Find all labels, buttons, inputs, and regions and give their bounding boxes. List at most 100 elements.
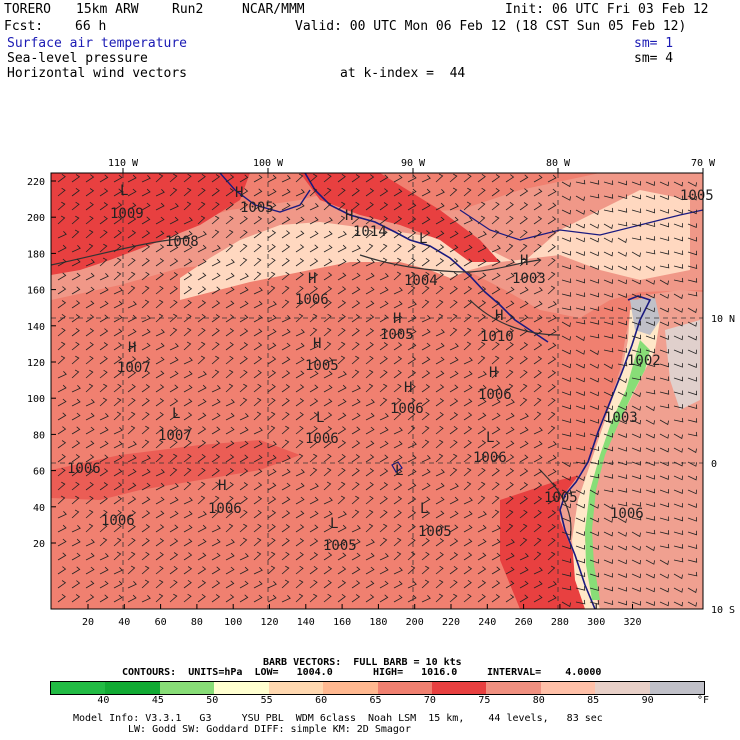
wind-barb (323, 552, 333, 561)
wind-barb (631, 194, 642, 200)
wind-barb (295, 579, 304, 589)
wind-barb (421, 524, 431, 533)
wind-barb (379, 300, 389, 309)
wind-barb (253, 257, 262, 267)
wind-barb (239, 495, 248, 505)
wind-barb (407, 216, 417, 225)
wind-barb (57, 327, 66, 337)
wind-barb (281, 230, 291, 239)
wind-barb (421, 188, 431, 197)
wind-barb (687, 291, 698, 297)
wind-barb (225, 341, 234, 351)
wind-barb (547, 565, 556, 575)
wind-barb (281, 455, 291, 463)
wind-barb (533, 567, 543, 575)
wind-barb (463, 481, 472, 491)
wind-barb (183, 453, 192, 463)
wind-barb (337, 300, 347, 309)
wind-barb (449, 538, 459, 547)
wind-barb (239, 286, 249, 295)
wind-barb (225, 440, 235, 449)
wind-barb (127, 202, 137, 211)
wind-barb (99, 413, 109, 421)
wind-barb (141, 384, 151, 393)
wind-barb (337, 426, 347, 435)
wind-barb (211, 481, 220, 491)
wind-barb (127, 425, 136, 435)
wind-barb (687, 601, 697, 607)
wind-barb (169, 538, 179, 547)
wind-barb (225, 580, 235, 589)
wind-barb (379, 553, 389, 561)
wind-barb (631, 181, 641, 186)
colorbar-swatch (323, 682, 378, 694)
wind-barb (211, 426, 221, 435)
wind-barb (169, 313, 178, 323)
wind-barb (183, 173, 192, 183)
wind-barb (617, 180, 628, 186)
wind-barb (155, 538, 165, 547)
wind-barb (141, 425, 150, 435)
wind-barb (169, 439, 178, 449)
wind-barb (519, 482, 529, 491)
barb-vectors-label: BARB VECTORS: FULL BARB = 10 kts (263, 657, 462, 668)
wind-barb (631, 405, 641, 411)
wind-barb (477, 524, 487, 533)
wind-barb (323, 230, 333, 239)
wind-barb (211, 369, 220, 379)
wind-barb (631, 545, 641, 551)
wind-barb (295, 329, 305, 337)
wind-barb (421, 537, 430, 547)
wind-barb (505, 215, 514, 225)
colorbar-tick-label: 85 (587, 695, 600, 706)
wind-barb (337, 593, 346, 603)
wind-barb (449, 510, 459, 519)
wind-barb (519, 413, 529, 421)
wind-barb (673, 250, 684, 256)
wind-barb (673, 503, 683, 508)
wind-barb (351, 369, 360, 379)
wind-barb (267, 454, 277, 463)
wind-barb (127, 383, 136, 393)
wind-barb (659, 419, 669, 426)
wind-barb (589, 279, 599, 284)
wind-barb (561, 391, 571, 396)
wind-barb (239, 383, 248, 393)
colorbar-tick-label: 80 (532, 695, 545, 706)
wind-barb (687, 517, 697, 522)
wind-barb (505, 539, 515, 547)
wind-barb (337, 453, 346, 463)
wind-barb (295, 469, 305, 477)
wind-barb (295, 482, 305, 491)
wind-barb (337, 286, 347, 295)
isobar-value-label: 1005 (380, 327, 414, 343)
wind-barb (113, 537, 122, 547)
wind-barb (295, 524, 305, 533)
wind-barb (659, 530, 670, 535)
wind-barb (239, 229, 248, 239)
wind-barb (477, 538, 487, 547)
wind-barb (365, 174, 375, 183)
wind-barb (505, 300, 515, 309)
wind-barb (239, 215, 248, 225)
wind-barb (211, 580, 221, 589)
wind-barb (197, 593, 206, 603)
wind-barb (393, 174, 403, 183)
wind-barb (673, 209, 683, 214)
wind-barb (673, 557, 684, 563)
wind-barb (491, 341, 500, 351)
wind-barb (71, 385, 81, 393)
wind-barb (393, 397, 402, 407)
wind-barb (323, 272, 333, 281)
field-wind-vectors: Horizontal wind vectors (7, 66, 188, 81)
wind-barb (57, 538, 67, 547)
wind-barb (127, 328, 137, 337)
wind-barb (603, 223, 613, 230)
wind-barb (519, 495, 528, 505)
wind-barb (505, 229, 514, 239)
x-tick-label: 140 (297, 617, 315, 628)
wind-barb (659, 335, 669, 340)
wind-barb (505, 509, 514, 519)
contours-high: HIGH= 1016.0 (373, 667, 458, 678)
wind-barb (141, 202, 151, 211)
